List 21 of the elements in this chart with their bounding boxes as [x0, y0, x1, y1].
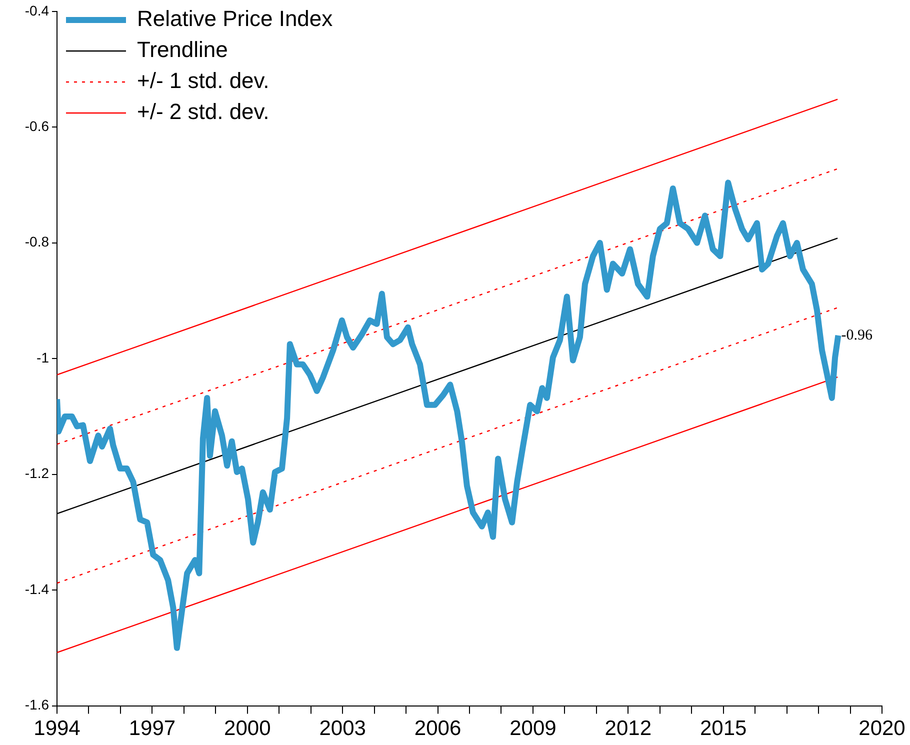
x-tick-label: 2000	[224, 717, 271, 740]
y-tick-label: -1.2	[24, 465, 50, 482]
x-tick-label: 2006	[414, 717, 462, 740]
x-tick-label: 2009	[510, 717, 556, 740]
data-label: -0.96	[841, 327, 873, 344]
y-tick-label: -1.6	[24, 696, 50, 713]
y-tick-label: -1.4	[24, 580, 50, 597]
legend-label: +/- 2 std. dev.	[137, 99, 270, 124]
y-tick-label: -1	[36, 349, 50, 366]
y-tick-label: -0.4	[24, 2, 50, 18]
x-tick-label: 2015	[700, 717, 747, 740]
legend-label: Trendline	[137, 37, 228, 62]
x-tick-label: 2003	[319, 717, 366, 740]
legend-label: Relative Price Index	[137, 6, 333, 32]
x-tick-label: 1997	[128, 717, 176, 740]
y-tick-label: -0.8	[24, 234, 50, 250]
x-tick-label: 2020	[858, 717, 906, 740]
x-tick-label: 1994	[34, 717, 81, 740]
x-tick-label: 2012	[604, 717, 652, 740]
legend-label: +/- 1 std. dev.	[137, 68, 270, 94]
y-tick-label: -0.6	[24, 118, 50, 134]
